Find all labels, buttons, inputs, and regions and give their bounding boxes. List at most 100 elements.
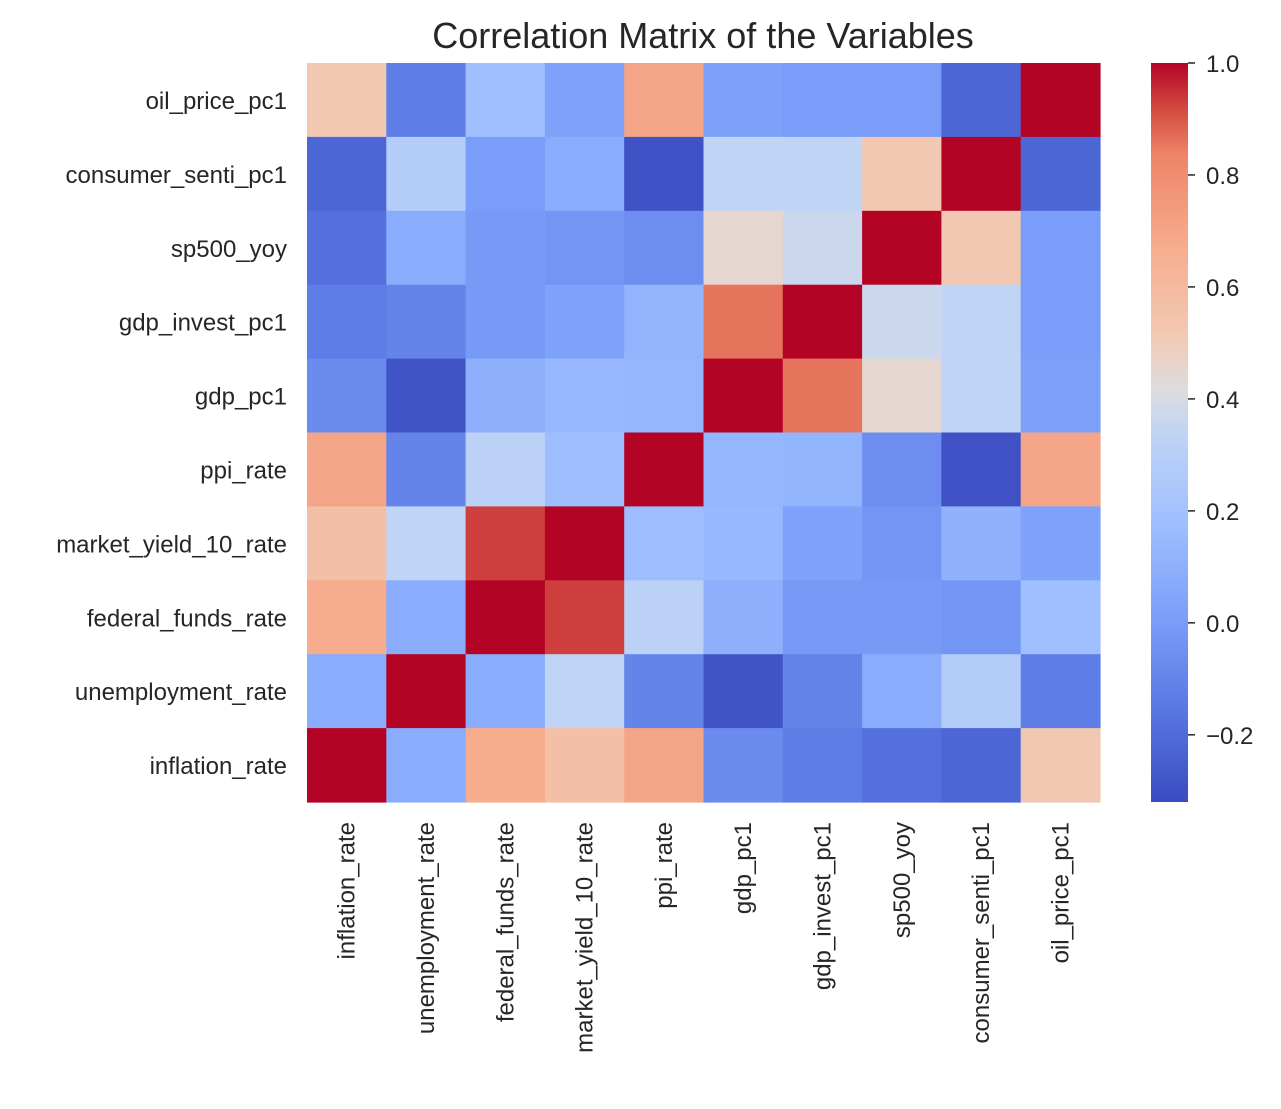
heatmap-cell (386, 284, 467, 360)
heatmap-cell (544, 506, 625, 581)
x-tick-label: ppi_rate (651, 822, 678, 909)
colorbar-tick-label: 1.0 (1206, 51, 1239, 78)
heatmap-cell (307, 136, 387, 212)
heatmap-cell (941, 63, 1022, 138)
heatmap-cell (703, 654, 784, 729)
heatmap-cell (1020, 210, 1101, 286)
heatmap-cell (544, 136, 625, 212)
heatmap-cell (782, 654, 863, 729)
y-tick-label: gdp_pc1 (195, 384, 287, 411)
heatmap-cell (465, 728, 546, 803)
x-tick-label: sp500_yoy (889, 822, 916, 938)
heatmap-cell (307, 580, 387, 655)
colorbar-tick-label: 0.8 (1206, 163, 1239, 190)
heatmap-cell (544, 63, 625, 138)
heatmap-cell (862, 432, 942, 507)
heatmap-cell (703, 506, 784, 581)
y-tick-label: oil_price_pc1 (146, 88, 287, 115)
heatmap-cell (386, 506, 467, 581)
heatmap-cell (1020, 580, 1101, 655)
colorbar (1151, 63, 1188, 802)
heatmap-cell (624, 506, 705, 581)
heatmap-cell (703, 358, 784, 434)
heatmap-cell (1020, 728, 1101, 803)
heatmap-cell (624, 358, 705, 434)
x-tick-label: gdp_pc1 (730, 822, 757, 914)
heatmap-cell (703, 728, 784, 803)
heatmap-cell (1020, 432, 1101, 507)
heatmap-cell (386, 63, 467, 138)
y-tick-label: unemployment_rate (75, 679, 287, 706)
colorbar-tick-label: 0.4 (1206, 387, 1239, 414)
heatmap-cell (862, 63, 942, 138)
colorbar-tick-label: 0.0 (1206, 611, 1239, 638)
heatmap-cell (465, 63, 546, 138)
heatmap-cell (703, 63, 784, 138)
heatmap-cell (862, 358, 942, 434)
heatmap-cell (624, 654, 705, 729)
heatmap-cell (624, 284, 705, 360)
heatmap-cell (624, 580, 705, 655)
heatmap-cell (862, 654, 942, 729)
heatmap-cell (782, 284, 863, 360)
x-tick-label: consumer_senti_pc1 (968, 822, 995, 1043)
colorbar-tick-label: 0.2 (1206, 499, 1239, 526)
heatmap-cell (703, 432, 784, 507)
heatmap-cell (624, 728, 705, 803)
y-tick-label: federal_funds_rate (87, 605, 287, 632)
heatmap-cell (1020, 136, 1101, 212)
heatmap-cell (465, 506, 546, 581)
heatmap-cell (307, 728, 387, 803)
heatmap-cell (465, 432, 546, 507)
x-tick-labels: inflation_rate unemployment_rate federal_f… (334, 822, 1075, 1053)
heatmap-cell (1020, 63, 1101, 138)
heatmap-cell (544, 728, 625, 803)
heatmap-cell (307, 63, 387, 138)
heatmap-cell (386, 210, 467, 286)
heatmap-cell (862, 728, 942, 803)
heatmap-cell (862, 136, 942, 212)
y-tick-label: market_yield_10_rate (56, 531, 287, 558)
x-tick-label: gdp_invest_pc1 (809, 822, 836, 990)
heatmap-cell (544, 210, 625, 286)
colorbar-tick-label: −0.2 (1206, 723, 1253, 750)
heatmap-cell (465, 210, 546, 286)
heatmap-cell (465, 358, 546, 434)
heatmap-cell (465, 284, 546, 360)
y-tick-label: gdp_invest_pc1 (119, 310, 287, 337)
heatmap-cell (624, 136, 705, 212)
heatmap-cell (862, 506, 942, 581)
y-tick-label: inflation_rate (150, 753, 287, 780)
heatmap-cell (1020, 654, 1101, 729)
y-tick-label: sp500_yoy (171, 236, 287, 263)
heatmap-cell (386, 432, 467, 507)
heatmap-cell (782, 432, 863, 507)
x-tick-label: unemployment_rate (413, 822, 440, 1034)
heatmap-cell (624, 432, 705, 507)
heatmap-cell (782, 580, 863, 655)
x-tick-label: oil_price_pc1 (1047, 822, 1074, 963)
heatmap-cell (386, 654, 467, 729)
heatmap-cell (1020, 284, 1101, 360)
heatmap-cell (782, 63, 863, 138)
colorbar-tick-label: 0.6 (1206, 275, 1239, 302)
heatmap-cell (544, 358, 625, 434)
heatmap-cell (544, 654, 625, 729)
heatmap-cell (782, 136, 863, 212)
heatmap-cell (703, 210, 784, 286)
heatmap-cell (703, 580, 784, 655)
heatmap-cell (386, 728, 467, 803)
x-tick-label: inflation_rate (334, 822, 361, 959)
heatmap-cell (386, 136, 467, 212)
heatmap-cell (703, 284, 784, 360)
heatmap-cell (941, 210, 1022, 286)
chart-title: Correlation Matrix of the Variables (432, 15, 974, 56)
heatmap-cell (465, 136, 546, 212)
heatmap-cell (624, 210, 705, 286)
y-tick-label: consumer_senti_pc1 (66, 162, 287, 189)
heatmap-cell (465, 580, 546, 655)
heatmap-cell (703, 136, 784, 212)
heatmap-cell (307, 284, 387, 360)
heatmap-cell (941, 654, 1022, 729)
